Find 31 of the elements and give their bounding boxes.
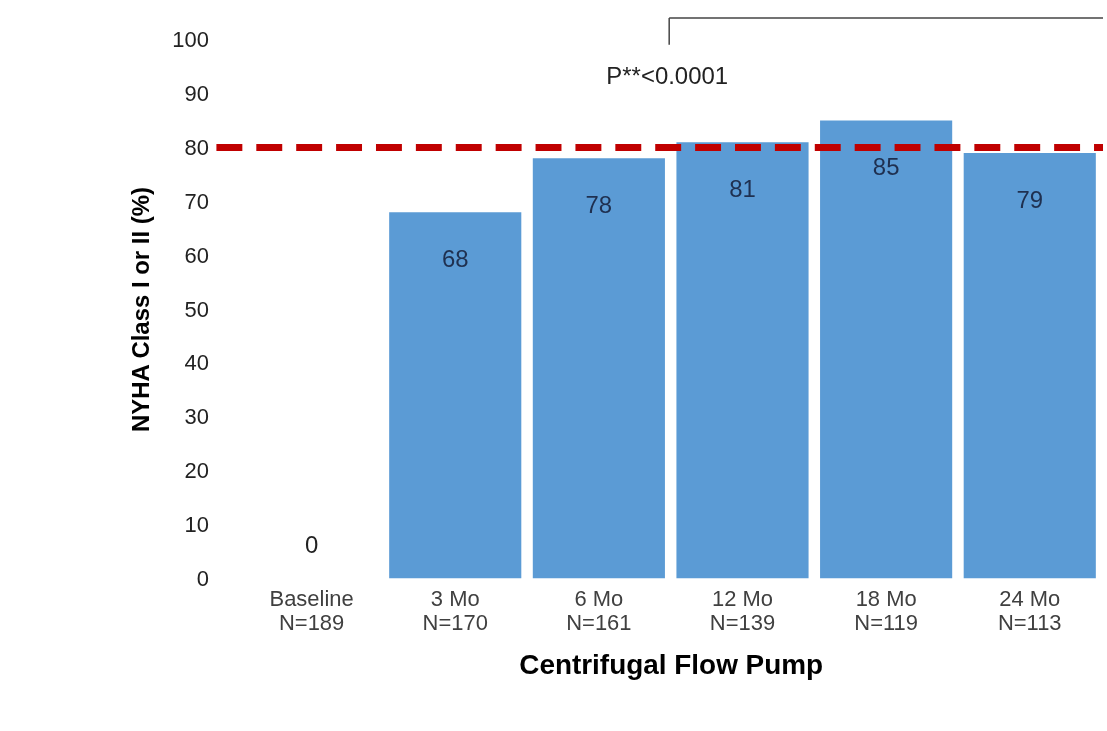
bar: [389, 212, 522, 579]
x-axis-title: Centrifugal Flow Pump: [519, 648, 824, 680]
bar: [963, 152, 1096, 579]
y-tick-label: 100: [172, 27, 209, 53]
data-label: 68: [441, 245, 469, 272]
bar: [676, 142, 809, 579]
x-tick-label: 3 Mo N=170: [422, 585, 488, 635]
y-tick-label: 20: [184, 458, 209, 484]
y-axis-title: NYHA Class I or II (%): [127, 187, 155, 433]
y-tick-label: 40: [184, 350, 209, 376]
y-tick-label: 60: [184, 242, 209, 268]
y-tick-label: 70: [184, 188, 209, 214]
x-tick-label: 12 Mo N=139: [709, 585, 776, 635]
data-label: 85: [872, 153, 900, 181]
y-tick-label: 30: [184, 404, 209, 430]
data-label: 0: [304, 531, 319, 559]
data-label: 79: [1016, 185, 1044, 213]
annotation: P**<0.0001: [606, 61, 729, 89]
x-tick-label: 6 Mo N=161: [566, 585, 632, 635]
y-tick-label: 90: [184, 81, 209, 107]
y-tick-label: 50: [184, 296, 209, 322]
y-tick-label: 10: [184, 511, 209, 537]
x-tick-label: 18 Mo N=119: [854, 585, 918, 635]
y-tick-label: 0: [196, 565, 209, 591]
x-tick-label: 24 Mo N=113: [997, 585, 1062, 635]
x-tick-label: Baseline N=189: [269, 585, 354, 635]
data-label: 81: [729, 174, 756, 202]
y-tick-label: 80: [184, 135, 209, 161]
bar: [532, 158, 665, 579]
data-label: 78: [585, 191, 613, 219]
bar: [820, 120, 953, 579]
